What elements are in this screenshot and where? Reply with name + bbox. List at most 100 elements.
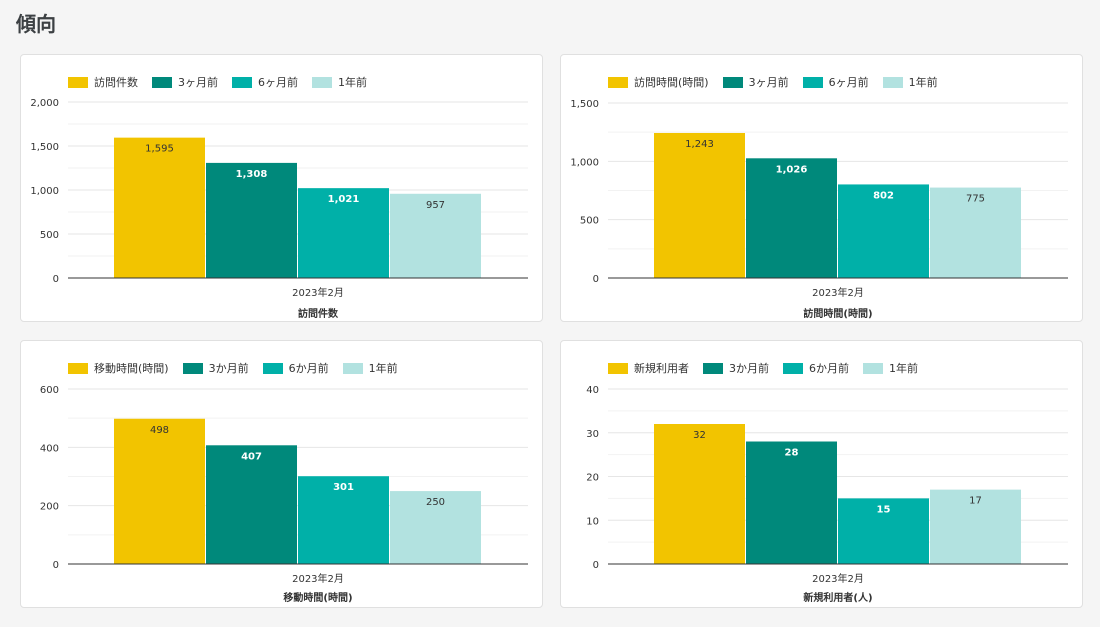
page-title: 傾向 bbox=[16, 12, 56, 36]
data-label: 1,021 bbox=[328, 194, 360, 205]
chart-svg: 0 500 1,000 1,500 1,243 1,026 802 775 bbox=[570, 99, 1068, 285]
legend-swatch bbox=[342, 362, 363, 374]
x-axis-title: 訪問件数 bbox=[298, 309, 338, 320]
bar bbox=[654, 424, 745, 564]
y-tick-label: 20 bbox=[586, 473, 599, 484]
legend-swatch bbox=[703, 362, 723, 374]
legend-swatch bbox=[68, 76, 88, 88]
legend-item[interactable]: 3ヶ月前 bbox=[722, 74, 789, 90]
legend: 移動時間(時間) 3か月前 6か月前 1年前 bbox=[68, 360, 412, 376]
legend-item[interactable]: 6か月前 bbox=[783, 360, 849, 376]
legend-item[interactable]: 6ヶ月前 bbox=[802, 74, 869, 90]
data-label: 15 bbox=[877, 504, 891, 515]
legend-swatch bbox=[232, 76, 252, 88]
y-tick-label: 10 bbox=[586, 516, 599, 527]
legend-label: 訪問時間(時間) bbox=[634, 76, 709, 89]
legend-label: 6か月前 bbox=[809, 362, 849, 375]
y-tick-label: 40 bbox=[586, 385, 599, 396]
data-label: 1,026 bbox=[776, 164, 808, 175]
legend-item[interactable]: 3か月前 bbox=[182, 360, 249, 376]
data-label: 250 bbox=[426, 497, 445, 508]
legend-item[interactable]: 新規利用者 bbox=[608, 360, 689, 376]
chart-svg: 0 500 1,000 1,500 2,000 1,595 1,308 1,021 957 bbox=[30, 98, 528, 285]
legend-label: 3ヶ月前 bbox=[178, 76, 218, 89]
legend-swatch bbox=[722, 76, 743, 88]
bar bbox=[390, 193, 481, 278]
chart-svg: 0 200 400 600 498 407 301 250 bbox=[40, 385, 528, 571]
data-label: 28 bbox=[785, 448, 799, 459]
data-label: 1,595 bbox=[145, 144, 174, 155]
y-tick-label: 600 bbox=[40, 385, 59, 396]
legend-item[interactable]: 移動時間(時間) bbox=[68, 360, 169, 376]
legend-item[interactable]: 1年前 bbox=[882, 74, 938, 90]
legend-item[interactable]: 訪問件数 bbox=[68, 74, 138, 90]
chart-svg: 0 10 20 30 40 32 28 15 17 bbox=[586, 385, 1068, 571]
bar bbox=[298, 476, 389, 564]
legend-label: 1年前 bbox=[368, 362, 398, 375]
legend-swatch bbox=[312, 76, 332, 88]
y-tick-label: 0 bbox=[593, 560, 599, 571]
x-axis-title: 訪問時間(時間) bbox=[803, 309, 873, 320]
bar bbox=[746, 441, 837, 564]
y-tick-label: 500 bbox=[580, 216, 599, 227]
legend-label: 1年前 bbox=[338, 76, 367, 89]
y-tick-label: 30 bbox=[586, 429, 599, 440]
legend-item[interactable]: 3ヶ月前 bbox=[152, 74, 218, 90]
bar bbox=[746, 158, 837, 278]
y-tick-label: 1,000 bbox=[570, 157, 599, 168]
data-label: 1,243 bbox=[685, 139, 714, 150]
legend-item[interactable]: 1年前 bbox=[342, 360, 398, 376]
legend-swatch bbox=[152, 76, 172, 88]
x-axis-title: 新規利用者(人) bbox=[803, 593, 873, 604]
data-label: 407 bbox=[241, 451, 262, 462]
data-label: 957 bbox=[426, 200, 445, 211]
x-axis-title: 移動時間(時間) bbox=[283, 593, 353, 604]
bar bbox=[298, 188, 389, 278]
bar bbox=[390, 491, 481, 564]
legend-item[interactable]: 3か月前 bbox=[703, 360, 769, 376]
legend-swatch bbox=[182, 362, 203, 374]
legend-swatch bbox=[802, 76, 823, 88]
y-tick-label: 200 bbox=[40, 502, 59, 513]
legend-swatch bbox=[863, 362, 883, 374]
y-tick-label: 400 bbox=[40, 443, 59, 454]
legend-label: 3ヶ月前 bbox=[748, 76, 789, 89]
legend-label: 1年前 bbox=[908, 76, 938, 89]
legend-label: 移動時間(時間) bbox=[94, 362, 169, 375]
y-tick-label: 0 bbox=[593, 274, 599, 285]
x-tick-label: 2023年2月 bbox=[812, 288, 864, 299]
y-tick-label: 1,500 bbox=[30, 142, 59, 153]
chart-card-visit-hours: 0 500 1,000 1,500 1,243 1,026 802 775 訪問時間(時間) … bbox=[560, 54, 1083, 322]
y-tick-label: 500 bbox=[40, 230, 59, 241]
chart-card-travel-hours: 0 200 400 600 498 407 301 250 移動時間(時間) 3か月前 6か月… bbox=[20, 340, 543, 608]
legend-swatch bbox=[262, 362, 283, 374]
x-tick-label: 2023年2月 bbox=[292, 574, 344, 585]
data-label: 32 bbox=[693, 430, 706, 441]
legend-item[interactable]: 1年前 bbox=[312, 74, 367, 90]
legend-swatch bbox=[608, 76, 628, 88]
legend-item[interactable]: 6ヶ月前 bbox=[232, 74, 298, 90]
legend-item[interactable]: 訪問時間(時間) bbox=[608, 74, 709, 90]
bar bbox=[838, 184, 929, 278]
bar bbox=[114, 137, 205, 278]
legend-swatch bbox=[783, 362, 803, 374]
legend-item[interactable]: 1年前 bbox=[863, 360, 918, 376]
data-label: 17 bbox=[969, 496, 982, 507]
legend-label: 6ヶ月前 bbox=[828, 76, 869, 89]
bar bbox=[930, 187, 1021, 278]
y-tick-label: 0 bbox=[53, 560, 59, 571]
bar bbox=[114, 418, 205, 564]
bar bbox=[206, 162, 297, 278]
data-label: 775 bbox=[966, 194, 985, 205]
legend-swatch bbox=[608, 362, 628, 374]
bar bbox=[654, 132, 745, 278]
legend: 訪問件数 3ヶ月前 6ヶ月前 1年前 bbox=[68, 74, 381, 90]
legend: 訪問時間(時間) 3ヶ月前 6ヶ月前 1年前 bbox=[608, 74, 952, 90]
y-tick-label: 1,000 bbox=[30, 186, 59, 197]
legend-item[interactable]: 6か月前 bbox=[262, 360, 329, 376]
bar bbox=[838, 498, 929, 564]
bar bbox=[206, 445, 297, 564]
y-tick-label: 2,000 bbox=[30, 98, 59, 109]
data-label: 802 bbox=[873, 190, 894, 201]
data-label: 498 bbox=[150, 425, 169, 436]
